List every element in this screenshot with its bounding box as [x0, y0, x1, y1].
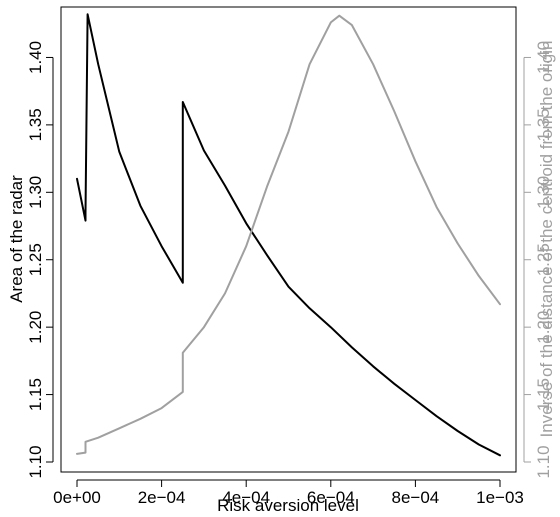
y-tick-label: 1.35: [26, 108, 45, 141]
plot-frame: [60, 6, 517, 473]
series-line-inverse-distance: [76, 14, 501, 455]
x-tick-label: 0e+00: [53, 488, 101, 507]
y-tick-label: 1.20: [26, 311, 45, 344]
x-axis-title: Risk aversion level: [217, 496, 359, 515]
y-tick-label: 1.10: [26, 445, 45, 478]
x-tick-label: 2e−04: [138, 488, 186, 507]
y2-tick-label: 1.35: [534, 108, 553, 141]
series-layer: [76, 13, 501, 457]
y2-tick-label: 1.40: [534, 41, 553, 74]
x-tick-label: 1e−03: [476, 488, 524, 507]
y-axis-title: Area of the radar: [7, 175, 26, 303]
y2-tick-label: 1.20: [534, 311, 553, 344]
y2-axis-title: Inverse of the distance of the centroid …: [537, 41, 556, 438]
x-tick-label: 4e−04: [222, 488, 270, 507]
y-tick-label: 1.25: [26, 243, 45, 276]
y2-tick-label: 1.10: [534, 445, 553, 478]
x-axis: 0e+00 2e−04 4e−04 6e−04 8e−04 1e−03: [53, 479, 524, 507]
y-axis-right: 1.10 1.15 1.20 1.25 1.30 1.35 1.40: [523, 41, 553, 479]
y2-tick-label: 1.30: [534, 176, 553, 209]
y-tick-label: 1.30: [26, 176, 45, 209]
y-axis-left: 1.10 1.15 1.20 1.25 1.30 1.35 1.40: [26, 41, 54, 479]
x-tick-label: 8e−04: [392, 488, 440, 507]
y-tick-label: 1.40: [26, 41, 45, 74]
y-tick-label: 1.15: [26, 378, 45, 411]
x-tick-label: 6e−04: [307, 488, 355, 507]
y2-tick-label: 1.15: [534, 378, 553, 411]
y2-tick-label: 1.25: [534, 243, 553, 276]
series-line-area: [76, 13, 501, 457]
